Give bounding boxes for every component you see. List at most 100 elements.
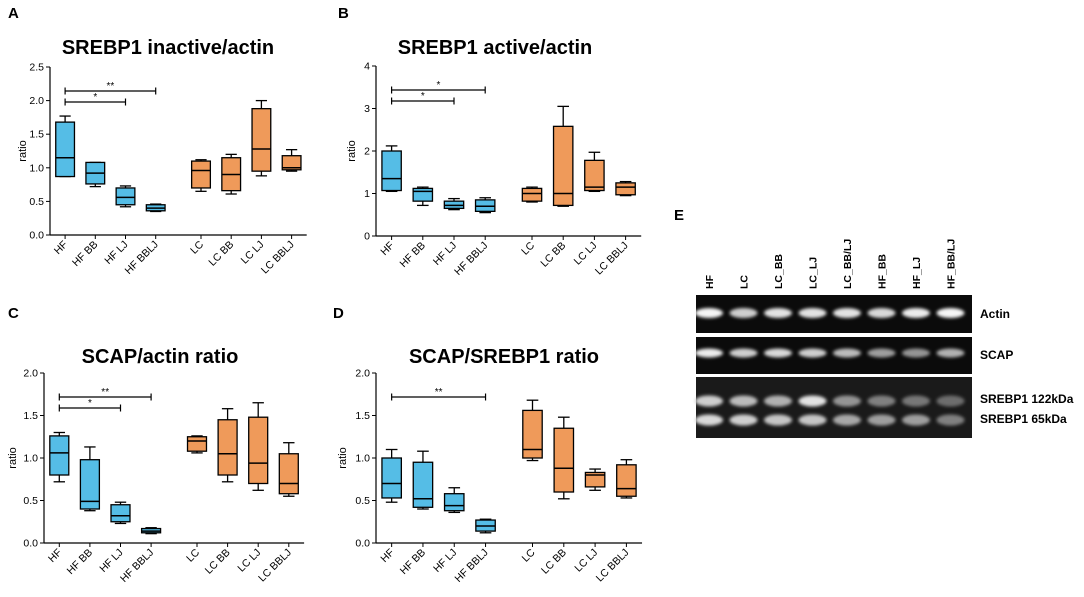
lane-label: HF xyxy=(704,274,716,289)
panel-A: A SREBP1 inactive/actin ratio 0.0 0.5 1.0 1… xyxy=(8,5,307,277)
box-iqr xyxy=(217,419,238,476)
box-iqr xyxy=(615,182,636,196)
band-row-srebp1 xyxy=(695,395,965,426)
x-tick-label: HF BBLJ xyxy=(452,547,490,585)
x-tick-label: HF xyxy=(378,547,396,565)
x-tick-label: HF BBLJ xyxy=(118,547,156,585)
box-iqr xyxy=(278,453,299,495)
blot-band xyxy=(833,348,861,358)
blot-band xyxy=(902,395,930,407)
blot-band xyxy=(695,308,723,318)
box-iqr xyxy=(55,121,76,178)
y-axis-label: ratio xyxy=(7,447,19,468)
lane-label: LC xyxy=(739,275,751,289)
box-iqr xyxy=(553,427,575,493)
box-iqr xyxy=(584,159,605,192)
y-axis-label: ratio xyxy=(17,140,29,161)
y-tick-label: 0.5 xyxy=(29,196,44,208)
lane-label: LC_BB/LJ xyxy=(842,239,854,289)
blot-band xyxy=(764,395,792,407)
x-tick-label: LC LJ xyxy=(572,547,600,575)
y-tick-label: 0 xyxy=(364,231,370,243)
band-row-actin xyxy=(695,308,965,318)
y-axis-label: ratio xyxy=(337,447,349,468)
x-tick-label: LC BBLJ xyxy=(256,547,294,585)
box-iqr xyxy=(412,461,434,508)
chart-title: SREBP1 inactive/actin xyxy=(62,37,274,59)
y-tick-label: 2.0 xyxy=(23,368,38,380)
y-tick-label: 2.0 xyxy=(29,95,44,107)
blot-band xyxy=(833,308,861,318)
x-tick-label: LC BBLJ xyxy=(594,547,632,585)
significance-label: * xyxy=(436,80,440,91)
x-tick-label: HF BBLJ xyxy=(123,239,161,277)
box-iqr xyxy=(79,459,101,510)
blot-band xyxy=(798,308,827,318)
blot-band xyxy=(695,395,723,407)
box-iqr xyxy=(186,436,208,452)
blot-band xyxy=(764,348,792,358)
lane-label: HF_BB xyxy=(877,254,889,289)
significance-label: * xyxy=(93,92,97,103)
x-tick-label: LC BB xyxy=(203,547,233,577)
blot-band xyxy=(936,348,965,358)
lane-label: HF_LJ xyxy=(911,257,923,289)
blot-band xyxy=(729,395,758,407)
y-tick-label: 1.0 xyxy=(355,453,370,465)
significance-label: * xyxy=(421,91,425,102)
panel-letter: C xyxy=(8,305,19,322)
blot-band xyxy=(695,414,723,426)
lane-labels: HF LC LC_BB LC_LJ LC_BB/LJ HF_BB HF_LJ HF_BB/LJ xyxy=(704,239,958,289)
blot-band xyxy=(798,348,827,358)
blot-band xyxy=(695,348,723,358)
blot-band xyxy=(936,308,965,318)
chart-title: SCAP/actin ratio xyxy=(82,346,239,368)
x-tick-label: HF BB xyxy=(65,547,95,577)
x-tick-label: LC xyxy=(188,238,206,256)
y-tick-label: 4 xyxy=(364,61,370,73)
box-iqr xyxy=(251,108,272,172)
box-iqr xyxy=(443,493,465,512)
box-iqr xyxy=(412,187,434,202)
box-iqr xyxy=(49,435,70,476)
significance-label: ** xyxy=(107,81,115,92)
x-tick-label: LC BBLJ xyxy=(259,239,297,277)
y-tick-label: 1 xyxy=(364,188,370,200)
x-tick-label: HF BB xyxy=(70,239,100,269)
panel-C: C SCAP/actin ratio ratio 0.0 0.5 1.0 1.5 2.0… xyxy=(7,305,305,585)
x-tick-label: LC xyxy=(184,546,202,564)
box-iqr xyxy=(115,187,136,206)
x-tick-label: LC LJ xyxy=(239,239,267,267)
chart-title: SREBP1 active/actin xyxy=(398,37,593,59)
blot-band xyxy=(764,414,792,426)
blot-band xyxy=(936,395,965,407)
box-iqr xyxy=(248,416,269,485)
blot-band xyxy=(764,308,792,318)
blot-band xyxy=(798,414,827,426)
x-tick-label: LC BB xyxy=(539,547,569,577)
blot-band xyxy=(867,414,896,426)
significance-label: ** xyxy=(435,387,443,398)
y-tick-label: 1.5 xyxy=(23,410,38,422)
y-tick-label: 0.0 xyxy=(29,230,44,242)
x-tick-label: HF xyxy=(378,240,396,258)
x-tick-label: LC xyxy=(520,546,538,564)
box-iqr xyxy=(584,471,606,488)
blot-label-scap: SCAP xyxy=(980,348,1013,362)
box-iqr xyxy=(190,160,212,189)
y-tick-label: 0.0 xyxy=(23,538,38,550)
y-axis-label: ratio xyxy=(346,140,358,161)
panel-E: E HF LC LC_BB LC_LJ LC_BB/LJ HF_BB HF_LJ HF_BB/… xyxy=(674,207,1074,438)
blot-band xyxy=(798,395,827,407)
box-iqr xyxy=(281,155,302,171)
chart-title: SCAP/SREBP1 ratio xyxy=(409,346,599,368)
box-iqr xyxy=(522,409,543,459)
box-iqr xyxy=(521,187,543,202)
x-tick-label: LC LJ xyxy=(572,240,600,268)
blot-band xyxy=(867,348,896,358)
y-tick-label: 1.5 xyxy=(355,410,370,422)
